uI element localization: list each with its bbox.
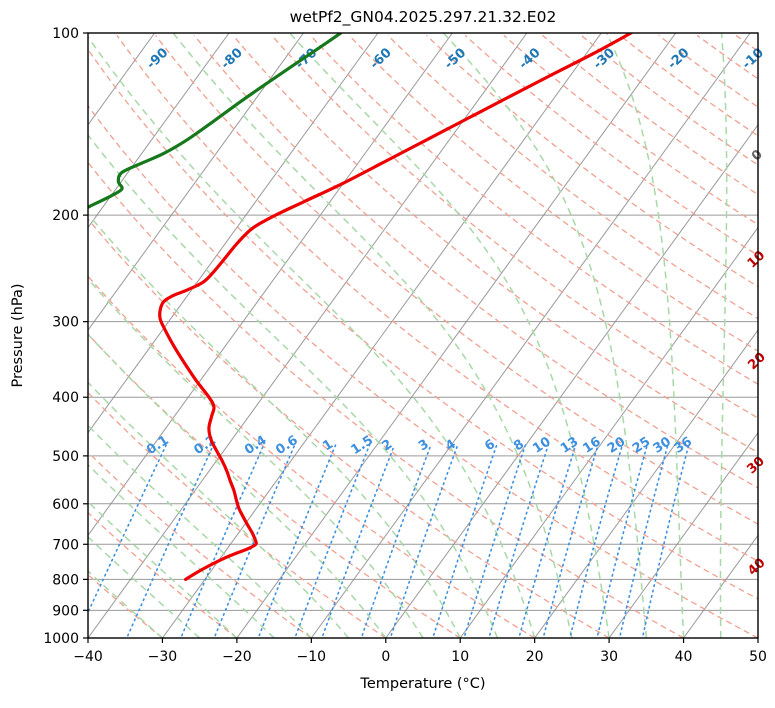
moist-adiabat-line bbox=[88, 570, 163, 638]
profile-line-temperature bbox=[158, 33, 633, 581]
x-tick-label: 0 bbox=[381, 649, 390, 665]
dry-adiabat-line bbox=[88, 161, 684, 638]
x-tick-label: 50 bbox=[749, 649, 767, 665]
y-tick-label: 100 bbox=[52, 26, 79, 42]
x-tick-label: −40 bbox=[73, 649, 103, 665]
dry-adiabat-line bbox=[88, 275, 536, 638]
x-tick-label: −20 bbox=[222, 649, 252, 665]
plot-frame bbox=[87, 32, 759, 639]
isotherm-line bbox=[608, 431, 758, 638]
moist-adiabat-line bbox=[88, 212, 461, 638]
isotherm-line bbox=[88, 33, 528, 638]
moist-adiabat-line bbox=[88, 500, 238, 638]
y-axis-label: Pressure (hPa) bbox=[10, 283, 26, 387]
dry-adiabat-line bbox=[232, 34, 758, 454]
dry-adiabat-line bbox=[116, 35, 758, 562]
dry-adiabat-line bbox=[155, 35, 758, 525]
chart-title: wetPf2_GN04.2025.297.21.32.E02 bbox=[290, 8, 557, 27]
moist-adiabat-line bbox=[88, 424, 312, 638]
y-tick-label: 400 bbox=[52, 390, 79, 406]
y-tick-label: 900 bbox=[52, 603, 79, 619]
isotherm-line bbox=[236, 33, 677, 638]
dry-adiabat-line bbox=[88, 218, 610, 638]
x-tick-label: 20 bbox=[526, 649, 544, 665]
moist-adiabat-line bbox=[288, 33, 610, 638]
x-tick-label: −10 bbox=[297, 649, 327, 665]
mixing-ratio-line bbox=[179, 444, 265, 638]
profile-line-dewpoint bbox=[88, 33, 343, 209]
dry-adiabat-line bbox=[309, 34, 758, 385]
moist-adiabat-line bbox=[605, 33, 685, 638]
mixing-ratio-line bbox=[360, 444, 432, 638]
isotherm-line bbox=[88, 33, 230, 229]
mixing-ratio-line bbox=[321, 444, 396, 638]
isotherm-line bbox=[385, 124, 758, 638]
isotherm-line bbox=[683, 534, 758, 638]
x-tick-label: 30 bbox=[600, 649, 618, 665]
dry-adiabat-line bbox=[503, 34, 758, 226]
mixing-ratio-line bbox=[542, 444, 599, 638]
profile-curves-group bbox=[88, 33, 633, 581]
mixing-ratio-line bbox=[125, 444, 215, 638]
moist-adiabat-line bbox=[88, 333, 387, 638]
mixing-ratio-line bbox=[257, 444, 337, 638]
moist-adiabat-line bbox=[719, 33, 728, 638]
x-tick-label: −30 bbox=[148, 649, 178, 665]
dry-adiabat-line bbox=[387, 34, 758, 320]
dry-adiabat-line bbox=[542, 34, 758, 196]
moist-adiabat-line bbox=[88, 535, 201, 638]
dry-adiabat-line bbox=[88, 451, 312, 638]
y-tick-label: 700 bbox=[52, 537, 79, 553]
dry-adiabat-line bbox=[88, 391, 387, 638]
isotherm-line bbox=[534, 329, 758, 638]
grid-lines-group bbox=[88, 33, 758, 638]
moist-adiabat-line bbox=[88, 133, 499, 638]
dry-adiabat-line bbox=[271, 34, 758, 419]
mixing-ratio-line bbox=[213, 444, 296, 638]
dry-adiabat-line bbox=[193, 35, 758, 489]
mixing-ratio-line bbox=[463, 444, 527, 638]
moist-adiabat-line bbox=[88, 463, 275, 638]
mixing-ratio-line bbox=[389, 444, 459, 638]
mixing-ratio-line bbox=[518, 444, 577, 638]
mixing-ratio-line bbox=[294, 444, 371, 638]
isotherm-line bbox=[88, 33, 304, 331]
isotherm-line bbox=[310, 33, 751, 638]
plot-area-background bbox=[88, 33, 758, 638]
dry-adiabat-line bbox=[464, 34, 758, 257]
x-axis-label: Temperature (°C) bbox=[359, 676, 485, 692]
dry-adiabat-line bbox=[348, 34, 758, 352]
y-tick-label: 500 bbox=[52, 449, 79, 465]
y-tick-label: 800 bbox=[52, 572, 79, 588]
mixing-ratio-line bbox=[488, 444, 550, 638]
x-tick-label: 40 bbox=[675, 649, 693, 665]
dry-adiabat-line bbox=[88, 104, 758, 638]
y-tick-label: 300 bbox=[52, 315, 79, 331]
y-tick-label: 200 bbox=[52, 208, 79, 224]
isotherm-line bbox=[88, 33, 379, 434]
moist-adiabat-line bbox=[88, 35, 536, 638]
moist-adiabat-line bbox=[442, 33, 648, 638]
axis-ticks-group: −40 −30 −20 −10 0 10 20 30 40 50 100 200 300 400 500 60… bbox=[43, 26, 767, 665]
isotherm-line bbox=[88, 33, 453, 537]
y-tick-label: 1000 bbox=[43, 631, 79, 647]
x-tick-label: 10 bbox=[451, 649, 469, 665]
mixing-ratio-line bbox=[431, 444, 498, 638]
moist-adiabat-line bbox=[88, 277, 424, 638]
isotherm-line bbox=[162, 33, 602, 638]
y-tick-label: 600 bbox=[52, 497, 79, 513]
